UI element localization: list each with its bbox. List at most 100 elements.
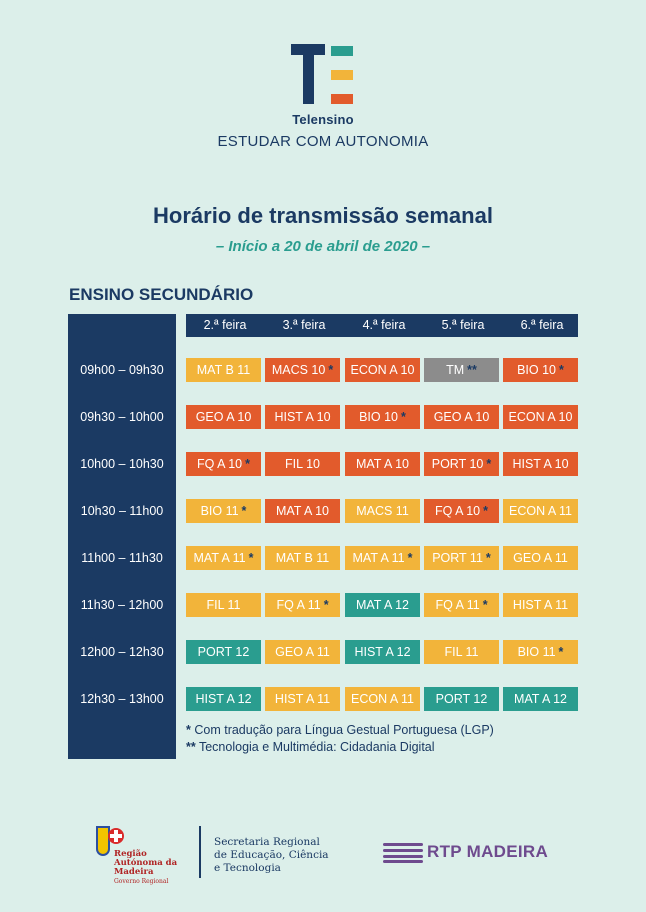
subject-label: MAT B 11 bbox=[196, 363, 251, 377]
schedule-cell: MAT A 10 bbox=[345, 452, 420, 476]
subject-label: HIST A 10 bbox=[512, 457, 569, 471]
subject-label: FQ A 11 bbox=[276, 598, 321, 612]
lgp-marker: * bbox=[241, 504, 247, 518]
time-slot-label: 11h30 – 12h00 bbox=[80, 598, 164, 612]
schedule-cell: ECON A 11 bbox=[345, 687, 420, 711]
schedule-cell: BIO 10 * bbox=[345, 405, 420, 429]
time-slot-label: 09h00 – 09h30 bbox=[80, 363, 164, 377]
schedule-cell: MAT A 10 bbox=[265, 499, 340, 523]
lgp-marker: * bbox=[486, 457, 492, 471]
schedule-cell: GEO A 11 bbox=[503, 546, 578, 570]
subject-label: ECON A 11 bbox=[351, 692, 414, 706]
cross-icon bbox=[108, 828, 124, 844]
subject-label: GEO A 10 bbox=[433, 410, 490, 424]
telensino-logo: Telensino ESTUDAR COM AUTONOMIA bbox=[0, 44, 646, 150]
day-header-cell: 2.ª feira bbox=[203, 318, 247, 332]
brand-name: Telensino bbox=[292, 112, 354, 127]
subject-label: PORT 12 bbox=[197, 645, 250, 659]
subject-label: PORT 11 bbox=[432, 551, 483, 565]
schedule-cell: HIST A 11 bbox=[265, 687, 340, 711]
lgp-marker: * bbox=[559, 363, 564, 377]
schedule-cell: GEO A 11 bbox=[265, 640, 340, 664]
schedule-cell: FQ A 11 * bbox=[424, 593, 499, 617]
time-slot-label: 10h30 – 11h00 bbox=[80, 504, 164, 518]
subject-label: HIST A 10 bbox=[274, 410, 331, 424]
subject-label: MAT A 12 bbox=[513, 692, 568, 706]
subject-label: FIL 11 bbox=[444, 645, 479, 659]
rtp-stripes-icon bbox=[383, 843, 423, 863]
subject-label: BIO 10 bbox=[517, 363, 557, 377]
schedule-cell: BIO 10 * bbox=[503, 358, 578, 382]
subject-label: FQ A 10 bbox=[434, 504, 481, 518]
secretaria-line: de Educação, Ciência bbox=[214, 849, 329, 861]
subject-label: MAT A 11 bbox=[193, 551, 246, 565]
schedule-cell: FQ A 10 * bbox=[424, 499, 499, 523]
lgp-marker: * bbox=[482, 598, 488, 612]
schedule-cell: FQ A 10 * bbox=[186, 452, 261, 476]
schedule-cell: MAT B 11 bbox=[186, 358, 261, 382]
time-slot-label: 09h30 – 10h00 bbox=[80, 410, 164, 424]
schedule-cell: HIST A 11 bbox=[503, 593, 578, 617]
footnote-tm: ** Tecnologia e Multimédia: Cidadania Di… bbox=[186, 740, 435, 754]
day-header-cell: 6.ª feira bbox=[520, 318, 564, 332]
time-slot-label: 12h00 – 12h30 bbox=[80, 645, 164, 659]
region-sub: Governo Regional bbox=[114, 878, 169, 885]
schedule-cell: PORT 10 * bbox=[424, 452, 499, 476]
schedule-cell: BIO 11 * bbox=[186, 499, 261, 523]
lgp-marker: * bbox=[485, 551, 491, 565]
subject-label: FQ A 11 bbox=[435, 598, 480, 612]
subject-label: MAT A 10 bbox=[275, 504, 330, 518]
lgp-marker: * bbox=[323, 598, 329, 612]
schedule-cell: FQ A 11 * bbox=[265, 593, 340, 617]
secretaria-logo: Secretaria Regional de Educação, Ciência… bbox=[214, 836, 329, 875]
footnotes: * Com tradução para Língua Gestual Portu… bbox=[186, 722, 494, 756]
schedule-cell: MAT A 11 * bbox=[345, 546, 420, 570]
subject-label: HIST A 12 bbox=[195, 692, 252, 706]
schedule-cell: BIO 11 * bbox=[503, 640, 578, 664]
subject-label: MAT A 11 bbox=[352, 551, 405, 565]
subject-label: BIO 11 bbox=[200, 504, 239, 518]
subject-label: MAT B 11 bbox=[275, 551, 330, 565]
schedule-cell: HIST A 10 bbox=[265, 405, 340, 429]
schedule-cell: HIST A 12 bbox=[345, 640, 420, 664]
subject-label: MACS 11 bbox=[356, 504, 409, 518]
subject-label: ECON A 10 bbox=[508, 410, 573, 424]
schedule-cell: PORT 12 bbox=[424, 687, 499, 711]
time-slot-label: 11h00 – 11h30 bbox=[81, 551, 163, 565]
subject-label: FQ A 10 bbox=[196, 457, 243, 471]
schedule-cell: ECON A 10 bbox=[503, 405, 578, 429]
day-header-cell: 5.ª feira bbox=[441, 318, 485, 332]
schedule-cell: MACS 10 * bbox=[265, 358, 340, 382]
region-name: Região Autónoma da Madeira bbox=[114, 849, 178, 877]
schedule-cell: GEO A 10 bbox=[424, 405, 499, 429]
subject-label: MAT A 12 bbox=[355, 598, 410, 612]
lgp-marker: * bbox=[407, 551, 413, 565]
subject-label: PORT 12 bbox=[435, 692, 488, 706]
schedule-cell: PORT 11 * bbox=[424, 546, 499, 570]
schedule-cell: HIST A 10 bbox=[503, 452, 578, 476]
schedule-cell: FIL 11 bbox=[424, 640, 499, 664]
day-header-cell: 3.ª feira bbox=[282, 318, 326, 332]
footer-divider bbox=[199, 826, 201, 878]
schedule-cell: ECON A 11 bbox=[503, 499, 578, 523]
madeira-region-logo: Região Autónoma da Madeira Governo Regio… bbox=[96, 826, 196, 885]
te-logo-icon bbox=[291, 44, 355, 106]
subject-label: FIL 10 bbox=[285, 457, 320, 471]
subject-label: BIO 11 bbox=[517, 645, 556, 659]
subject-label: BIO 10 bbox=[359, 410, 399, 424]
subject-label: PORT 10 bbox=[431, 457, 484, 471]
schedule-cell: PORT 12 bbox=[186, 640, 261, 664]
lgp-marker: * bbox=[248, 551, 254, 565]
subject-label: MACS 10 bbox=[271, 363, 326, 377]
subject-label: ECON A 10 bbox=[350, 363, 415, 377]
schedule-cell: MAT B 11 bbox=[265, 546, 340, 570]
broadcaster-name: RTP MADEIRA bbox=[427, 842, 549, 861]
schedule-cell: ECON A 10 bbox=[345, 358, 420, 382]
schedule-cell: TM ** bbox=[424, 358, 499, 382]
subject-label: HIST A 12 bbox=[354, 645, 411, 659]
schedule-cell: GEO A 10 bbox=[186, 405, 261, 429]
footnote-lgp: * Com tradução para Língua Gestual Portu… bbox=[186, 723, 494, 737]
schedule-cell: HIST A 12 bbox=[186, 687, 261, 711]
secretaria-line: Secretaria Regional bbox=[214, 836, 320, 848]
schedule-cell: FIL 10 bbox=[265, 452, 340, 476]
